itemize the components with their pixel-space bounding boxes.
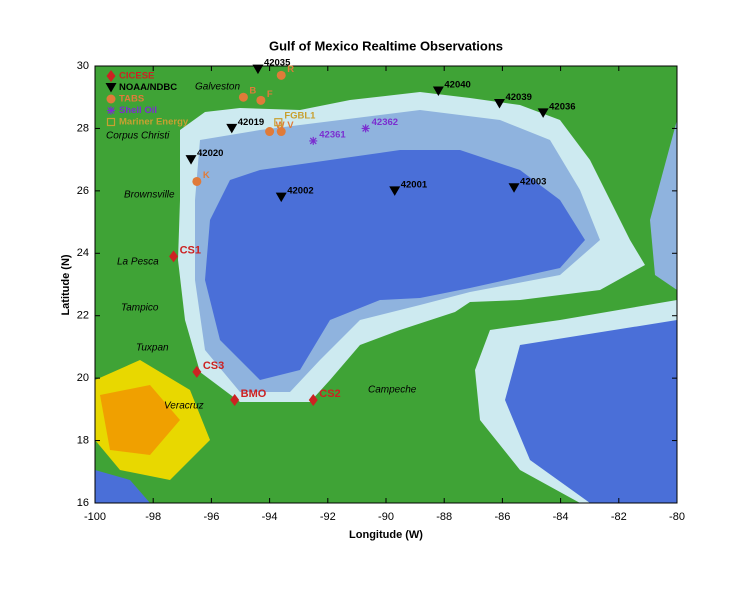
x-axis-label: Longitude (W) [349, 529, 423, 541]
station-marker [537, 108, 549, 118]
station-label: F [267, 89, 273, 100]
station-marker [274, 118, 283, 127]
legend-label: TABS [119, 94, 144, 105]
legend-marker [105, 83, 117, 93]
station-label: CS2 [319, 388, 340, 400]
station-marker [169, 250, 179, 263]
station-label: B [249, 86, 256, 97]
station-label: 42036 [549, 101, 575, 112]
station-marker [276, 127, 286, 137]
station-label: K [203, 170, 210, 181]
x-tick-label: -82 [611, 511, 627, 523]
station-label: FGBL1 [284, 111, 316, 122]
y-tick-label: 20 [77, 372, 89, 384]
legend-marker [107, 106, 115, 115]
station-marker [226, 123, 238, 134]
station-marker [192, 176, 202, 186]
y-tick-label: 30 [77, 60, 89, 72]
x-tick-label: -92 [320, 511, 336, 523]
station-marker [275, 192, 287, 203]
station-marker [256, 95, 266, 105]
station-marker [432, 86, 444, 96]
station-label: BMO [241, 388, 267, 400]
station-marker [309, 136, 318, 145]
station-label: R [287, 64, 294, 75]
x-tick-label: -100 [84, 511, 106, 523]
station-marker [230, 393, 240, 406]
city-label: Tampico [121, 303, 159, 314]
station-label: 42040 [444, 79, 470, 90]
deep-water [205, 150, 585, 380]
station-label: 42035 [264, 58, 291, 69]
y-tick-label: 22 [77, 310, 89, 322]
caribbean-deep [505, 320, 677, 503]
city-label: Tuxpan [136, 343, 169, 354]
y-tick-label: 16 [77, 497, 89, 509]
station-marker [276, 70, 286, 80]
city-label: Veracruz [164, 401, 204, 412]
station-label: 42019 [238, 117, 264, 128]
station-label: 42039 [505, 92, 531, 103]
station-label: V [287, 120, 294, 131]
highlands [100, 385, 180, 455]
city-label: Campeche [368, 385, 417, 396]
station-marker [185, 155, 197, 165]
legend-marker [106, 70, 116, 82]
station-marker [238, 92, 248, 102]
legend-marker [106, 94, 116, 104]
y-axis-label: Latitude (N) [60, 254, 72, 315]
station-marker [493, 98, 505, 109]
station-label: 42020 [197, 148, 223, 159]
x-tick-label: -94 [262, 511, 278, 523]
y-tick-label: 24 [77, 247, 89, 259]
station-label: 42361 [319, 129, 346, 140]
water [95, 470, 150, 503]
legend-marker [106, 117, 116, 127]
station-marker [252, 64, 264, 75]
legend-label: NOAA/NDBC [119, 82, 177, 93]
station-label: 42002 [287, 186, 313, 197]
x-tick-label: -88 [436, 511, 452, 523]
y-tick-label: 28 [77, 122, 89, 134]
station-label: 42362 [372, 117, 398, 128]
city-label: Corpus Christi [106, 131, 170, 142]
x-tick-label: -86 [494, 511, 510, 523]
terrain [95, 66, 677, 503]
station-marker [265, 127, 275, 137]
station-label: 42003 [520, 176, 546, 187]
map-title: Gulf of Mexico Realtime Observations [269, 38, 503, 53]
legend-label: CICESE [119, 71, 154, 82]
city-label: Brownsville [124, 190, 175, 201]
station-label: CS1 [180, 244, 201, 256]
station-marker [361, 124, 370, 133]
station-label: 42001 [401, 179, 428, 190]
x-tick-label: -84 [553, 511, 569, 523]
station-marker [508, 183, 520, 193]
station-marker [389, 186, 401, 196]
city-label: Galveston [195, 82, 240, 93]
x-tick-label: -80 [669, 511, 685, 523]
station-label: CS3 [203, 360, 224, 372]
x-tick-label: -90 [378, 511, 394, 523]
atlantic [650, 120, 677, 290]
x-tick-label: -98 [145, 511, 161, 523]
legend-label: Shell Oil [119, 105, 157, 116]
y-tick-label: 26 [77, 185, 89, 197]
x-tick-label: -96 [203, 511, 219, 523]
station-marker [308, 393, 318, 406]
station-marker [192, 365, 202, 378]
city-label: La Pesca [117, 257, 159, 268]
legend-label: Mariner Energy [119, 117, 189, 128]
y-tick-label: 18 [77, 434, 89, 446]
